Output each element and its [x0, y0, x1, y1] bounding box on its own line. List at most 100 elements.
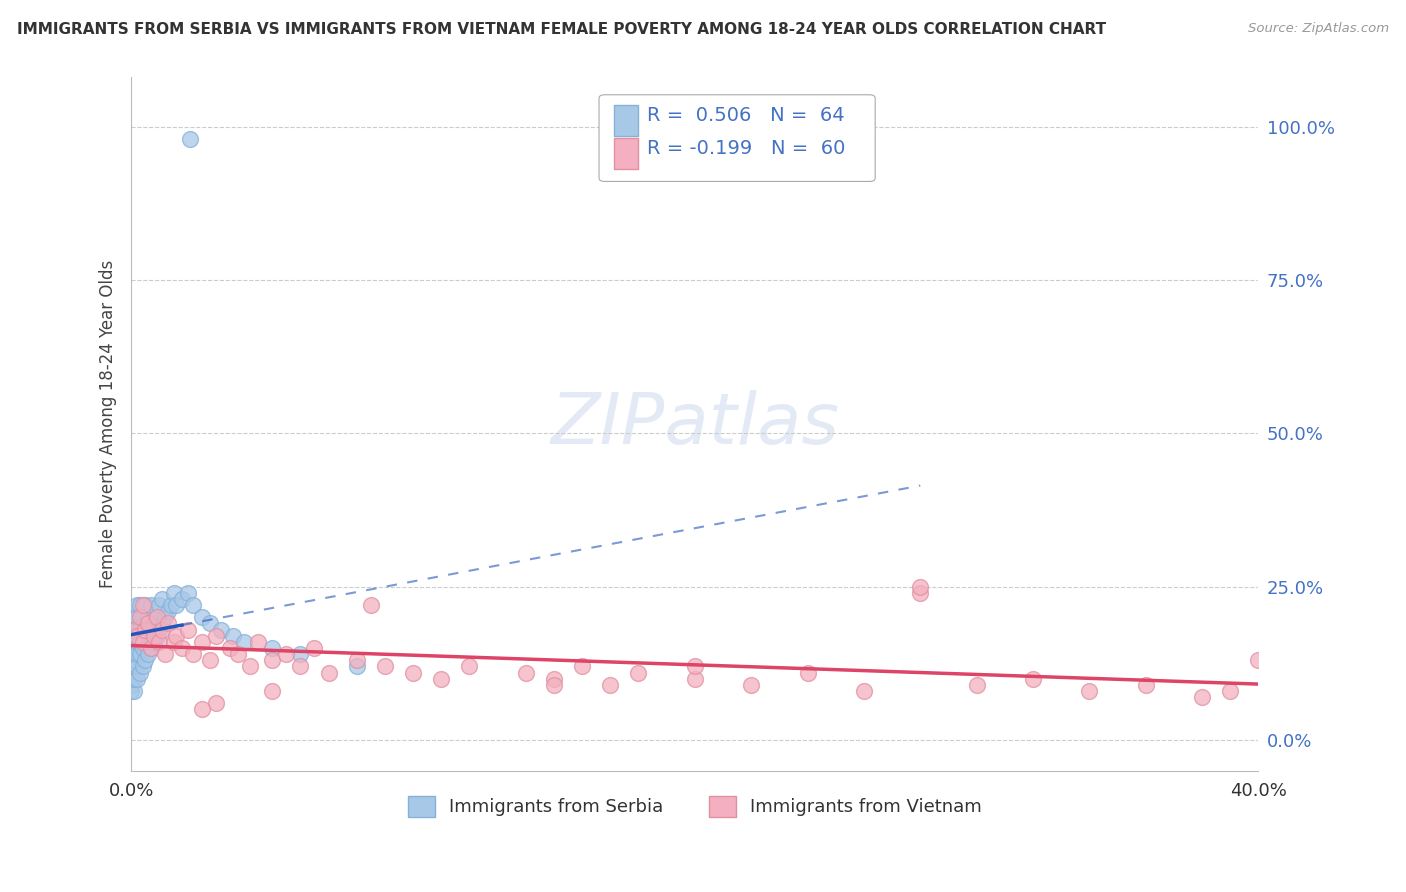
Point — [247, 635, 270, 649]
Point — [120, 684, 142, 698]
Point — [162, 635, 184, 649]
Point — [910, 586, 932, 600]
Point — [148, 635, 170, 649]
Point — [910, 580, 932, 594]
Point — [128, 647, 150, 661]
Point — [122, 616, 145, 631]
Point — [543, 678, 565, 692]
Point — [198, 653, 221, 667]
Point — [360, 598, 382, 612]
Point — [740, 678, 762, 692]
Point — [120, 659, 142, 673]
Point — [1135, 678, 1157, 692]
Point — [122, 629, 145, 643]
Point — [125, 672, 148, 686]
Point — [128, 610, 150, 624]
Point — [262, 640, 284, 655]
Point — [209, 623, 232, 637]
Point — [204, 629, 226, 643]
Point — [131, 659, 153, 673]
Point — [139, 640, 162, 655]
Point — [276, 647, 298, 661]
Point — [134, 653, 156, 667]
Point — [198, 616, 221, 631]
Point — [122, 640, 145, 655]
Point — [458, 659, 481, 673]
Point — [125, 635, 148, 649]
Point — [134, 598, 156, 612]
Point — [222, 629, 245, 643]
Point — [1022, 672, 1045, 686]
Point — [515, 665, 537, 680]
Point — [122, 684, 145, 698]
Point — [346, 659, 368, 673]
Point — [145, 629, 167, 643]
Point — [165, 598, 187, 612]
Point — [290, 659, 312, 673]
Point — [120, 678, 142, 692]
Point — [142, 629, 165, 643]
Point — [179, 132, 201, 146]
Point — [181, 598, 204, 612]
Point — [134, 623, 156, 637]
Text: Source: ZipAtlas.com: Source: ZipAtlas.com — [1249, 22, 1389, 36]
Point — [142, 616, 165, 631]
FancyBboxPatch shape — [613, 105, 638, 136]
Point — [150, 623, 173, 637]
Point — [148, 598, 170, 612]
Point — [1247, 653, 1270, 667]
Point — [136, 647, 159, 661]
Point — [1191, 690, 1213, 704]
Point — [125, 598, 148, 612]
Point — [683, 672, 706, 686]
Point — [134, 616, 156, 631]
Point — [120, 672, 142, 686]
Point — [122, 672, 145, 686]
Point — [153, 647, 176, 661]
Point — [170, 640, 193, 655]
Point — [190, 635, 212, 649]
Point — [136, 610, 159, 624]
Point — [1078, 684, 1101, 698]
Point — [852, 684, 875, 698]
Point — [136, 629, 159, 643]
Point — [148, 623, 170, 637]
Point — [346, 653, 368, 667]
Point — [120, 647, 142, 661]
Point — [543, 672, 565, 686]
Point — [142, 635, 165, 649]
Point — [122, 610, 145, 624]
Point — [304, 640, 326, 655]
Point — [239, 659, 262, 673]
Point — [128, 665, 150, 680]
Point — [374, 659, 396, 673]
Point — [262, 684, 284, 698]
Point — [131, 623, 153, 637]
Text: IMMIGRANTS FROM SERBIA VS IMMIGRANTS FROM VIETNAM FEMALE POVERTY AMONG 18-24 YEA: IMMIGRANTS FROM SERBIA VS IMMIGRANTS FRO… — [17, 22, 1107, 37]
Point — [153, 610, 176, 624]
Point — [162, 586, 184, 600]
Point — [131, 635, 153, 649]
Point — [125, 659, 148, 673]
Point — [402, 665, 425, 680]
Point — [571, 659, 593, 673]
Point — [122, 623, 145, 637]
Point — [796, 665, 818, 680]
Point — [228, 647, 250, 661]
Point — [131, 598, 153, 612]
Legend: Immigrants from Serbia, Immigrants from Vietnam: Immigrants from Serbia, Immigrants from … — [401, 789, 990, 824]
Point — [1219, 684, 1241, 698]
Point — [233, 635, 256, 649]
Point — [122, 653, 145, 667]
Point — [627, 665, 650, 680]
Point — [966, 678, 988, 692]
Point — [136, 616, 159, 631]
Point — [131, 640, 153, 655]
Point — [122, 659, 145, 673]
Point — [170, 591, 193, 606]
Point — [125, 629, 148, 643]
Point — [181, 647, 204, 661]
Point — [139, 623, 162, 637]
Point — [218, 640, 240, 655]
Point — [262, 653, 284, 667]
